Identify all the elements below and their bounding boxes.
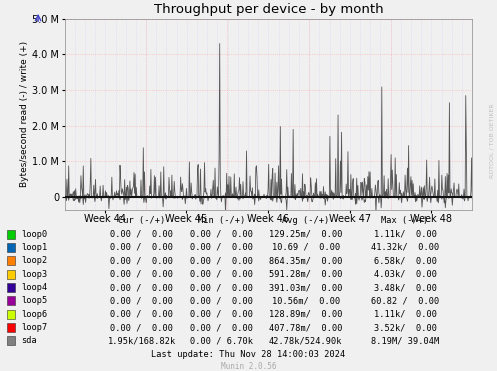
Text: 3.52k/  0.00: 3.52k/ 0.00: [374, 323, 436, 332]
Text: 0.00 /  0.00: 0.00 / 0.00: [110, 230, 173, 239]
Text: 10.69 /  0.00: 10.69 / 0.00: [271, 243, 340, 252]
Text: 0.00 /  0.00: 0.00 / 0.00: [190, 310, 252, 319]
Text: 10.56m/  0.00: 10.56m/ 0.00: [271, 296, 340, 305]
Text: loop6: loop6: [21, 310, 47, 319]
Text: Last update: Thu Nov 28 14:00:03 2024: Last update: Thu Nov 28 14:00:03 2024: [152, 350, 345, 359]
Text: 0.00 /  0.00: 0.00 / 0.00: [110, 323, 173, 332]
Text: 1.95k/168.82k: 1.95k/168.82k: [107, 336, 176, 345]
Text: loop4: loop4: [21, 283, 47, 292]
Text: 0.00 /  0.00: 0.00 / 0.00: [110, 283, 173, 292]
Title: Throughput per device - by month: Throughput per device - by month: [154, 3, 383, 16]
Text: Max (-/+): Max (-/+): [381, 216, 429, 225]
Text: 864.35m/  0.00: 864.35m/ 0.00: [269, 256, 342, 265]
Text: loop0: loop0: [21, 230, 47, 239]
Text: 1.11k/  0.00: 1.11k/ 0.00: [374, 310, 436, 319]
Text: 1.11k/  0.00: 1.11k/ 0.00: [374, 230, 436, 239]
Text: 0.00 /  0.00: 0.00 / 0.00: [190, 243, 252, 252]
Text: sda: sda: [21, 336, 37, 345]
Text: 0.00 /  0.00: 0.00 / 0.00: [110, 270, 173, 279]
Text: 591.28m/  0.00: 591.28m/ 0.00: [269, 270, 342, 279]
Text: 0.00 /  0.00: 0.00 / 0.00: [190, 230, 252, 239]
Text: 60.82 /  0.00: 60.82 / 0.00: [371, 296, 439, 305]
Text: 6.58k/  0.00: 6.58k/ 0.00: [374, 256, 436, 265]
Text: 128.89m/  0.00: 128.89m/ 0.00: [269, 310, 342, 319]
Text: loop3: loop3: [21, 270, 47, 279]
Text: 129.25m/  0.00: 129.25m/ 0.00: [269, 230, 342, 239]
Text: 0.00 /  0.00: 0.00 / 0.00: [110, 256, 173, 265]
Text: 0.00 /  0.00: 0.00 / 0.00: [190, 270, 252, 279]
Text: loop5: loop5: [21, 296, 47, 305]
Text: 42.78k/524.90k: 42.78k/524.90k: [269, 336, 342, 345]
Text: 0.00 /  0.00: 0.00 / 0.00: [110, 310, 173, 319]
Text: loop7: loop7: [21, 323, 47, 332]
Text: 4.03k/  0.00: 4.03k/ 0.00: [374, 270, 436, 279]
Text: Munin 2.0.56: Munin 2.0.56: [221, 362, 276, 371]
Text: 3.48k/  0.00: 3.48k/ 0.00: [374, 283, 436, 292]
Text: 0.00 /  0.00: 0.00 / 0.00: [190, 283, 252, 292]
Text: loop2: loop2: [21, 256, 47, 265]
Text: 391.03m/  0.00: 391.03m/ 0.00: [269, 283, 342, 292]
Text: 41.32k/  0.00: 41.32k/ 0.00: [371, 243, 439, 252]
Y-axis label: Bytes/second read (-) / write (+): Bytes/second read (-) / write (+): [20, 41, 29, 187]
Text: RDTOOL / TOB OETIKER: RDTOOL / TOB OETIKER: [490, 104, 495, 178]
Text: Min (-/+): Min (-/+): [197, 216, 245, 225]
Text: 0.00 /  0.00: 0.00 / 0.00: [190, 323, 252, 332]
Text: 0.00 /  0.00: 0.00 / 0.00: [190, 296, 252, 305]
Text: Cur (-/+): Cur (-/+): [118, 216, 166, 225]
Text: 0.00 /  0.00: 0.00 / 0.00: [110, 243, 173, 252]
Text: loop1: loop1: [21, 243, 47, 252]
Text: 407.78m/  0.00: 407.78m/ 0.00: [269, 323, 342, 332]
Text: 8.19M/ 39.04M: 8.19M/ 39.04M: [371, 336, 439, 345]
Text: Avg (-/+): Avg (-/+): [282, 216, 330, 225]
Text: 0.00 / 6.70k: 0.00 / 6.70k: [190, 336, 252, 345]
Text: 0.00 /  0.00: 0.00 / 0.00: [190, 256, 252, 265]
Text: 0.00 /  0.00: 0.00 / 0.00: [110, 296, 173, 305]
